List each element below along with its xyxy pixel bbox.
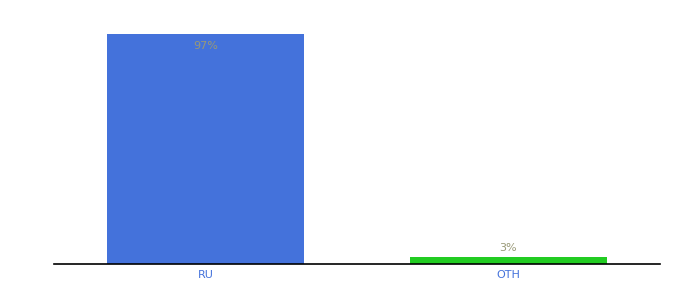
Bar (410, 257, 607, 264)
Text: 3%: 3% (500, 243, 517, 253)
Bar (107, 34, 304, 264)
Text: 97%: 97% (193, 41, 218, 51)
